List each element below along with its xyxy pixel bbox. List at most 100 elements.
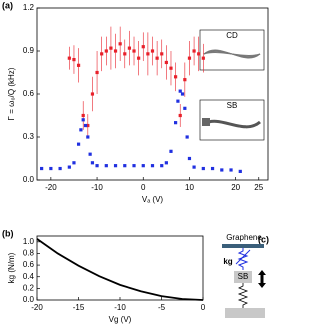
point: [220, 168, 224, 172]
spring-label: kg: [223, 257, 232, 266]
inset-label: CD: [226, 31, 238, 40]
point: [201, 56, 205, 60]
y-tick-label: 0.0: [23, 295, 35, 304]
y-tick-label: 0.3: [23, 132, 35, 141]
point: [169, 66, 173, 70]
point: [178, 113, 182, 118]
point: [127, 46, 131, 50]
y-axis-label: Γ = ω₀/Q (kHz): [7, 67, 16, 120]
x-axis-label: Vg (V): [109, 315, 132, 324]
inset: CD: [199, 29, 265, 71]
point: [81, 118, 85, 122]
spring: [237, 283, 249, 308]
point: [72, 161, 76, 165]
panel-label: (a): [2, 0, 13, 10]
point: [76, 63, 81, 67]
point: [187, 156, 192, 161]
x-tick-label: -20: [45, 183, 57, 192]
point: [160, 52, 164, 56]
point: [95, 70, 99, 75]
y-tick-label: 0.4: [23, 272, 35, 281]
point: [132, 49, 136, 53]
point: [76, 142, 81, 146]
x-tick-label: 0: [201, 303, 206, 312]
point: [164, 60, 168, 65]
sb-label: SB: [238, 272, 249, 281]
x-tick-label: 10: [185, 183, 194, 192]
point: [192, 165, 196, 169]
point: [155, 56, 159, 60]
inset-shape: [202, 118, 210, 126]
point: [113, 164, 118, 168]
x-tick-label: -10: [114, 303, 126, 312]
point: [81, 113, 85, 118]
y-tick-label: 0.8: [23, 249, 35, 258]
panel-label: (c): [258, 234, 269, 244]
point: [160, 164, 164, 168]
point: [88, 152, 92, 156]
point: [164, 161, 168, 165]
x-tick-label: 25: [254, 183, 263, 192]
inset-shape: [203, 52, 261, 56]
base: [225, 308, 265, 318]
point: [210, 166, 215, 171]
y-tick-label: 0.0: [23, 175, 35, 184]
point: [67, 165, 71, 169]
x-axis-label: Vₐ (V): [142, 195, 164, 204]
point: [229, 168, 233, 172]
sb-box: [234, 271, 252, 283]
point: [185, 135, 189, 139]
point: [176, 99, 180, 103]
x-tick-label: -15: [73, 303, 85, 312]
x-tick-label: -20: [31, 303, 43, 312]
point: [90, 92, 95, 96]
point: [79, 128, 83, 132]
point: [58, 166, 62, 171]
point: [137, 56, 141, 60]
x-tick-label: 20: [231, 183, 240, 192]
spring-arrow: [235, 249, 251, 265]
point: [183, 78, 187, 82]
point: [141, 164, 145, 168]
point: [83, 123, 88, 128]
point: [104, 164, 108, 168]
inset-frame: [199, 99, 265, 141]
point: [95, 164, 99, 168]
point: [178, 89, 182, 93]
point: [150, 49, 155, 53]
diagram: (c) Graphene kg SB: [222, 233, 269, 318]
point: [109, 46, 113, 50]
y-tick-label: 0.6: [23, 260, 35, 269]
point: [40, 166, 44, 171]
point: [90, 161, 95, 165]
y-tick-label: 1.0: [23, 237, 35, 246]
point: [86, 135, 90, 139]
y-tick-label: 0.9: [23, 46, 35, 55]
point: [141, 45, 145, 49]
point: [123, 164, 127, 168]
point: [174, 75, 178, 79]
graphene-label: Graphene: [226, 233, 262, 242]
plot-frame: [36, 235, 204, 301]
point: [187, 56, 192, 60]
point: [197, 52, 201, 56]
point: [183, 106, 187, 110]
point: [86, 123, 90, 128]
panel-label: (b): [2, 228, 14, 238]
point: [169, 149, 173, 153]
x-tick-label: 0: [141, 183, 146, 192]
point: [113, 49, 118, 53]
y-tick-label: 0.2: [23, 283, 35, 292]
point: [123, 52, 127, 56]
point: [67, 56, 71, 60]
double-arrow: [258, 270, 266, 288]
curve: [36, 238, 204, 301]
point: [201, 166, 205, 171]
point: [146, 52, 150, 56]
y-tick-label: 0.6: [23, 89, 35, 98]
point: [180, 92, 185, 96]
x-tick-label: -5: [158, 303, 166, 312]
point: [100, 52, 104, 56]
point: [192, 49, 196, 53]
point: [49, 166, 53, 171]
